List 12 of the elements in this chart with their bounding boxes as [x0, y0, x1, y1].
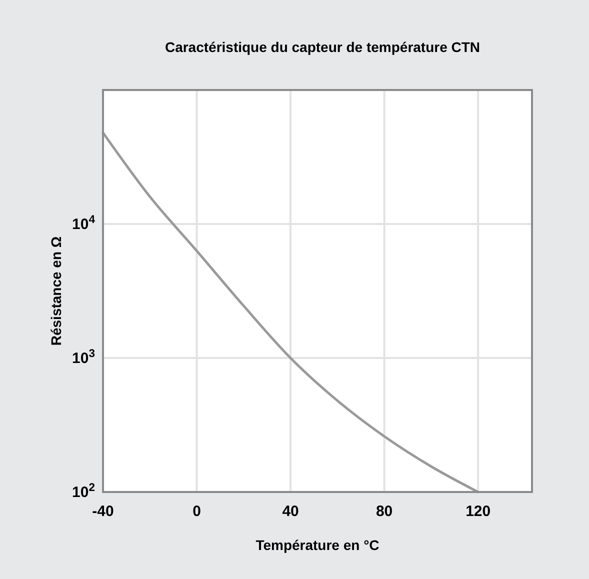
x-tick-label: 120 [466, 503, 491, 520]
x-axis-title: Température en °C [256, 537, 380, 553]
x-tick-label: -40 [92, 503, 114, 520]
y-tick-label: 10$^{2}$ [72, 482, 95, 501]
x-tick-label: 0 [192, 503, 201, 520]
x-tick-label: 80 [376, 503, 393, 520]
line-series [102, 131, 480, 494]
y-tick-label: 10$^{3}$ [72, 348, 95, 367]
x-tick-label: 40 [282, 503, 299, 520]
y-tick-label: 10$^{4}$ [72, 214, 96, 233]
chart-title: Caractéristique du capteur de température CTN [164, 39, 480, 55]
y-axis-title: Résistance en Ω [48, 236, 64, 346]
